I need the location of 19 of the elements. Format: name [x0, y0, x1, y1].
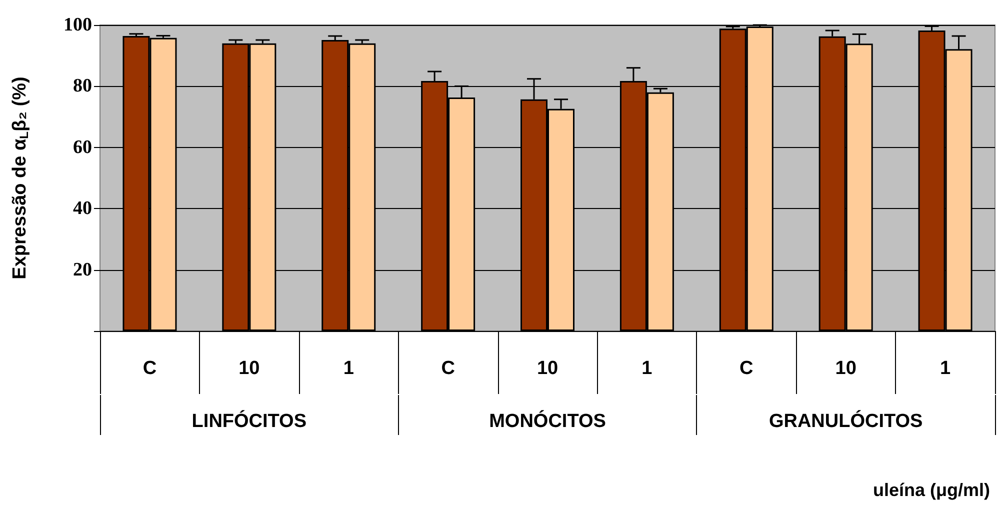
x-tick-label: C	[142, 358, 157, 379]
text: MONÓCITOS	[489, 410, 606, 432]
x-tick-label: C	[740, 358, 754, 379]
x-tick-label: 1	[343, 358, 354, 379]
text: GRANULÓCITOS	[768, 410, 923, 432]
y-tick-label: 20	[73, 259, 92, 280]
x-tick-label: 10	[536, 358, 558, 379]
text: uleína (μg/ml)	[872, 480, 990, 500]
y-tick-label: 80	[73, 76, 92, 97]
y-tick-label: 60	[73, 136, 92, 158]
y-tick-label: 40	[73, 198, 92, 220]
x-tick-label: 1	[940, 358, 951, 379]
y-axis-title: Expressão de αLβ₂ (%)	[10, 76, 31, 280]
text: LINFÓCITOS	[192, 410, 307, 432]
x-tick-label: 1	[642, 358, 653, 379]
x-tick-label: 10	[835, 358, 856, 379]
y-tick-label: 100	[64, 14, 92, 36]
x-tick-label: 10	[238, 358, 260, 379]
x-tick-label: C	[441, 358, 456, 379]
